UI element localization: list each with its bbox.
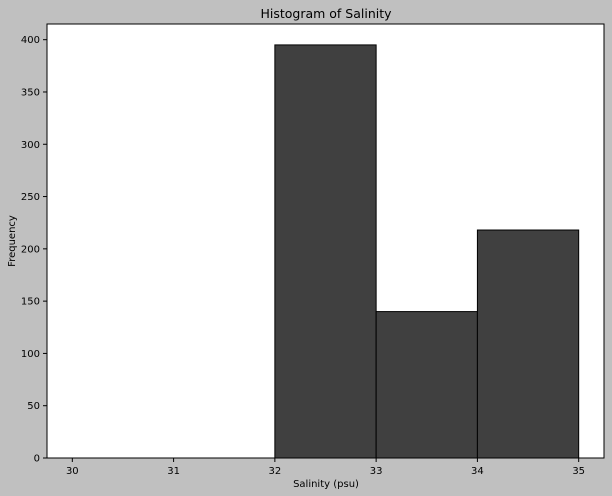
y-axis: 0 50 100 150 200 250 300 350 400 (21, 35, 47, 465)
x-axis-label: Salinity (psu) (293, 479, 359, 490)
histogram-bars (274, 44, 580, 459)
y-tick-label: 100 (21, 349, 40, 360)
y-tick-label: 200 (21, 244, 40, 255)
y-tick-label: 0 (34, 454, 40, 465)
y-tick-label: 400 (21, 35, 40, 46)
histogram-bar (476, 229, 580, 459)
y-axis-label: Frequency (7, 215, 18, 267)
histogram-bar (375, 311, 478, 459)
x-tick-label: 32 (268, 466, 281, 477)
x-tick-label: 30 (66, 466, 79, 477)
plot-frame (46, 23, 605, 459)
y-tick-label: 350 (21, 87, 40, 98)
y-tick-label: 50 (27, 401, 40, 412)
x-tick-label: 35 (572, 466, 585, 477)
x-tick-label: 34 (471, 466, 484, 477)
y-tick-label: 150 (21, 297, 40, 308)
x-tick-label: 33 (370, 466, 383, 477)
x-tick-label: 31 (167, 466, 180, 477)
y-tick-label: 300 (21, 140, 40, 151)
chart-title: Histogram of Salinity (260, 6, 392, 21)
histogram-bar (274, 44, 377, 459)
x-axis: 30 31 32 33 34 35 (66, 458, 585, 477)
y-tick-label: 250 (21, 192, 40, 203)
